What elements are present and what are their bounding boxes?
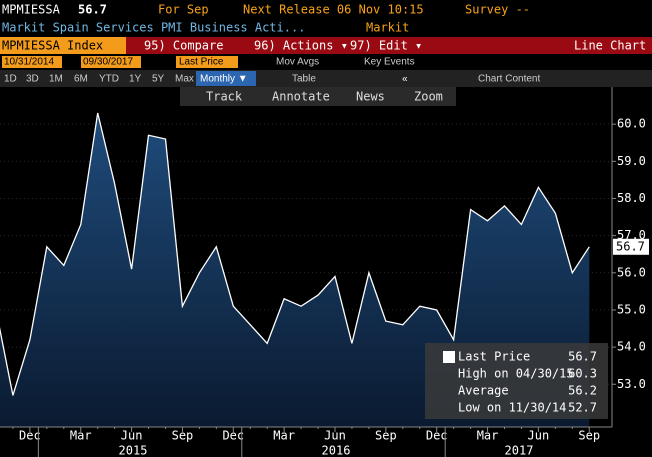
actions[interactable]: 96) Actions ▾ (254, 39, 348, 53)
frequency-box[interactable] (196, 71, 256, 86)
x-tick-label: Dec (426, 429, 448, 443)
y-tick-label: 60.0 (617, 117, 646, 131)
ticker: MPMIESSA (2, 3, 61, 17)
period-bar (0, 70, 652, 87)
y-tick-label: 54.0 (617, 340, 646, 354)
edit[interactable]: 97) Edit ▾ (350, 39, 422, 53)
x-tick-label: Jun (528, 429, 550, 443)
end-box[interactable] (81, 56, 141, 68)
legend-value: 60.3 (568, 367, 597, 381)
period[interactable]: 3D (26, 74, 39, 85)
legend-value: 56.7 (568, 350, 597, 364)
field[interactable]: Last Price (179, 57, 224, 68)
y-tick-label: 56.0 (617, 265, 646, 279)
tool[interactable]: Zoom (414, 90, 443, 104)
x-tick-label: Dec (19, 429, 41, 443)
description: Markit Spain Services PMI Business Acti.… (2, 21, 305, 35)
end-date[interactable]: 09/30/2017 (83, 57, 133, 68)
y-tick-label: 55.0 (617, 302, 646, 316)
legend-swatch (443, 351, 455, 363)
x-tick-label: Mar (70, 429, 92, 443)
table[interactable]: Table (292, 74, 316, 85)
legend-label: Low on 11/30/14 (458, 401, 566, 415)
period[interactable]: 5Y (152, 74, 165, 85)
toolbar (0, 37, 652, 54)
year-label: 2015 (119, 444, 148, 457)
y-tick-label: 53.0 (617, 377, 646, 391)
last-value-box (613, 238, 649, 255)
period[interactable]: 1D (4, 74, 17, 85)
x-tick-label: Sep (578, 429, 600, 443)
for-period: For Sep (158, 3, 209, 17)
period[interactable]: 1M (49, 74, 63, 85)
security-box[interactable] (0, 37, 126, 54)
source: Markit (366, 21, 409, 35)
tool[interactable]: News (356, 90, 385, 104)
legend-value: 56.2 (568, 384, 597, 398)
x-tick-label: Jun (121, 429, 143, 443)
tool[interactable]: Track (206, 90, 243, 104)
period[interactable]: Max (175, 74, 194, 85)
legend-box (425, 343, 608, 419)
frequency[interactable]: Monthly ▼ (200, 74, 248, 85)
period[interactable]: YTD (99, 74, 119, 85)
tool-bar (180, 87, 456, 106)
period[interactable]: 6M (74, 74, 88, 85)
survey: Survey -- (465, 3, 530, 17)
x-tick-label: Mar (273, 429, 295, 443)
legend-label: High on 04/30/15 (458, 367, 574, 381)
y-tick-label: 59.0 (617, 154, 646, 168)
key-events[interactable]: Key Events (364, 57, 415, 68)
x-tick-label: Mar (477, 429, 499, 443)
legend-value: 52.7 (568, 401, 597, 415)
y-tick-label: 57.0 (617, 228, 646, 242)
x-tick-label: Sep (172, 429, 194, 443)
line (0, 112, 590, 396)
compare[interactable]: 95) Compare (144, 39, 223, 53)
security[interactable]: MPMIESSA Index (2, 39, 103, 53)
tool[interactable]: Annotate (272, 90, 330, 104)
field-box[interactable] (176, 56, 238, 68)
chart-type[interactable]: Line Chart (574, 39, 646, 53)
start-box[interactable] (2, 56, 62, 68)
legend-label: Last Price (458, 350, 530, 364)
period[interactable]: 1Y (129, 74, 142, 85)
next-release: Next Release 06 Nov 10:15 (243, 3, 424, 17)
legend-label: Average (458, 384, 509, 398)
last-value: 56.7 (616, 239, 645, 253)
x-tick-label: Jun (324, 429, 346, 443)
collapse[interactable]: « (402, 74, 408, 85)
y-tick-label: 58.0 (617, 191, 646, 205)
start-date[interactable]: 10/31/2014 (4, 57, 54, 68)
x-tick-label: Dec (222, 429, 244, 443)
mov-avgs[interactable]: Mov Avgs (276, 57, 319, 68)
year-label: 2017 (505, 444, 534, 457)
chart-content[interactable]: Chart Content (478, 74, 540, 85)
year-label: 2016 (322, 444, 351, 457)
price: 56.7 (78, 3, 107, 17)
x-tick-label: Sep (375, 429, 397, 443)
